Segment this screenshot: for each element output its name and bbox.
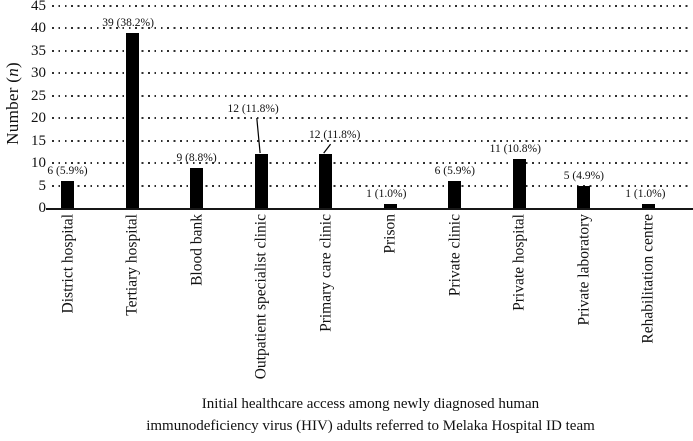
y-tick-label-20: 20 <box>31 110 46 127</box>
x-axis-line <box>46 208 693 210</box>
bar-outpatient-specialist-clinic <box>254 154 268 208</box>
y-tick-label-30: 30 <box>31 65 46 82</box>
gridline-y-40 <box>52 27 691 30</box>
bar-value-label: 1 (1.0%) <box>625 187 666 200</box>
x-tick-label-blood-bank: Blood bank <box>188 214 206 286</box>
bar-rehabilitation-centre <box>641 203 655 208</box>
bar-primary-care-clinic <box>319 154 333 208</box>
bar-blood-bank <box>190 167 204 208</box>
gridline-y-5 <box>52 184 691 187</box>
gridline-y-20 <box>52 117 691 120</box>
x-tick-label-prison: Prison <box>381 214 399 254</box>
bar-value-label: 6 (5.9%) <box>434 165 475 178</box>
gridline-y-30 <box>52 72 691 75</box>
y-tick-label-10: 10 <box>31 155 46 172</box>
gridline-y-10 <box>52 162 691 165</box>
y-tick-label-25: 25 <box>31 87 46 104</box>
bar-tertiary-hospital <box>125 32 139 208</box>
bar-private-laboratory <box>577 185 591 208</box>
bar-value-label: 9 (8.8%) <box>176 151 217 164</box>
bar-value-label: 12 (11.8%) <box>227 103 279 116</box>
gridline-y-15 <box>52 139 691 142</box>
y-tick-label-0: 0 <box>38 200 47 216</box>
y-tick-label-15: 15 <box>31 132 46 149</box>
leader-line <box>323 143 332 154</box>
x-tick-label-outpatient-specialist-clinic: Outpatient specialist clinic <box>252 214 270 380</box>
bar-value-label: 11 (10.8%) <box>489 142 541 155</box>
bar-value-label: 39 (38.2%) <box>102 16 154 29</box>
x-tick-label-private-hospital: Private hospital <box>510 214 528 311</box>
y-tick-label-35: 35 <box>31 42 46 59</box>
x-tick-label-rehabilitation-centre: Rehabilitation centre <box>639 214 657 344</box>
gridline-y-25 <box>52 94 691 97</box>
bar-value-label: 5 (4.9%) <box>563 169 605 182</box>
bar-value-label: 1 (1.0%) <box>366 187 407 200</box>
y-tick-label-5: 5 <box>38 177 47 194</box>
gridline-y-35 <box>52 49 691 52</box>
gridline-y-45 <box>52 5 691 7</box>
bar-private-hospital <box>512 158 526 208</box>
caption-line-1: Initial healthcare access among newly di… <box>201 396 540 412</box>
leader-line <box>256 118 261 154</box>
y-tick-label-40: 40 <box>31 20 46 37</box>
x-tick-label-private-clinic: Private clinic <box>446 214 464 297</box>
bar-private-clinic <box>448 181 462 208</box>
x-tick-label-tertiary-hospital: Tertiary hospital <box>123 214 141 316</box>
y-tick-label-45: 45 <box>31 0 46 14</box>
bar-prison <box>383 203 397 208</box>
x-tick-label-district-hospital: District hospital <box>59 214 76 314</box>
bar-value-label: 6 (5.9%) <box>47 165 88 178</box>
x-tick-label-private-laboratory: Private laboratory <box>575 214 593 326</box>
x-tick-label-primary-care-clinic: Primary care clinic <box>317 214 335 332</box>
caption-line-2: immunodeficiency virus (HIV) adults refe… <box>146 418 595 434</box>
bar-value-label: 12 (11.8%) <box>309 129 361 142</box>
figure-caption: Initial healthcare access among newly di… <box>48 393 693 437</box>
bar-district-hospital <box>61 181 74 208</box>
